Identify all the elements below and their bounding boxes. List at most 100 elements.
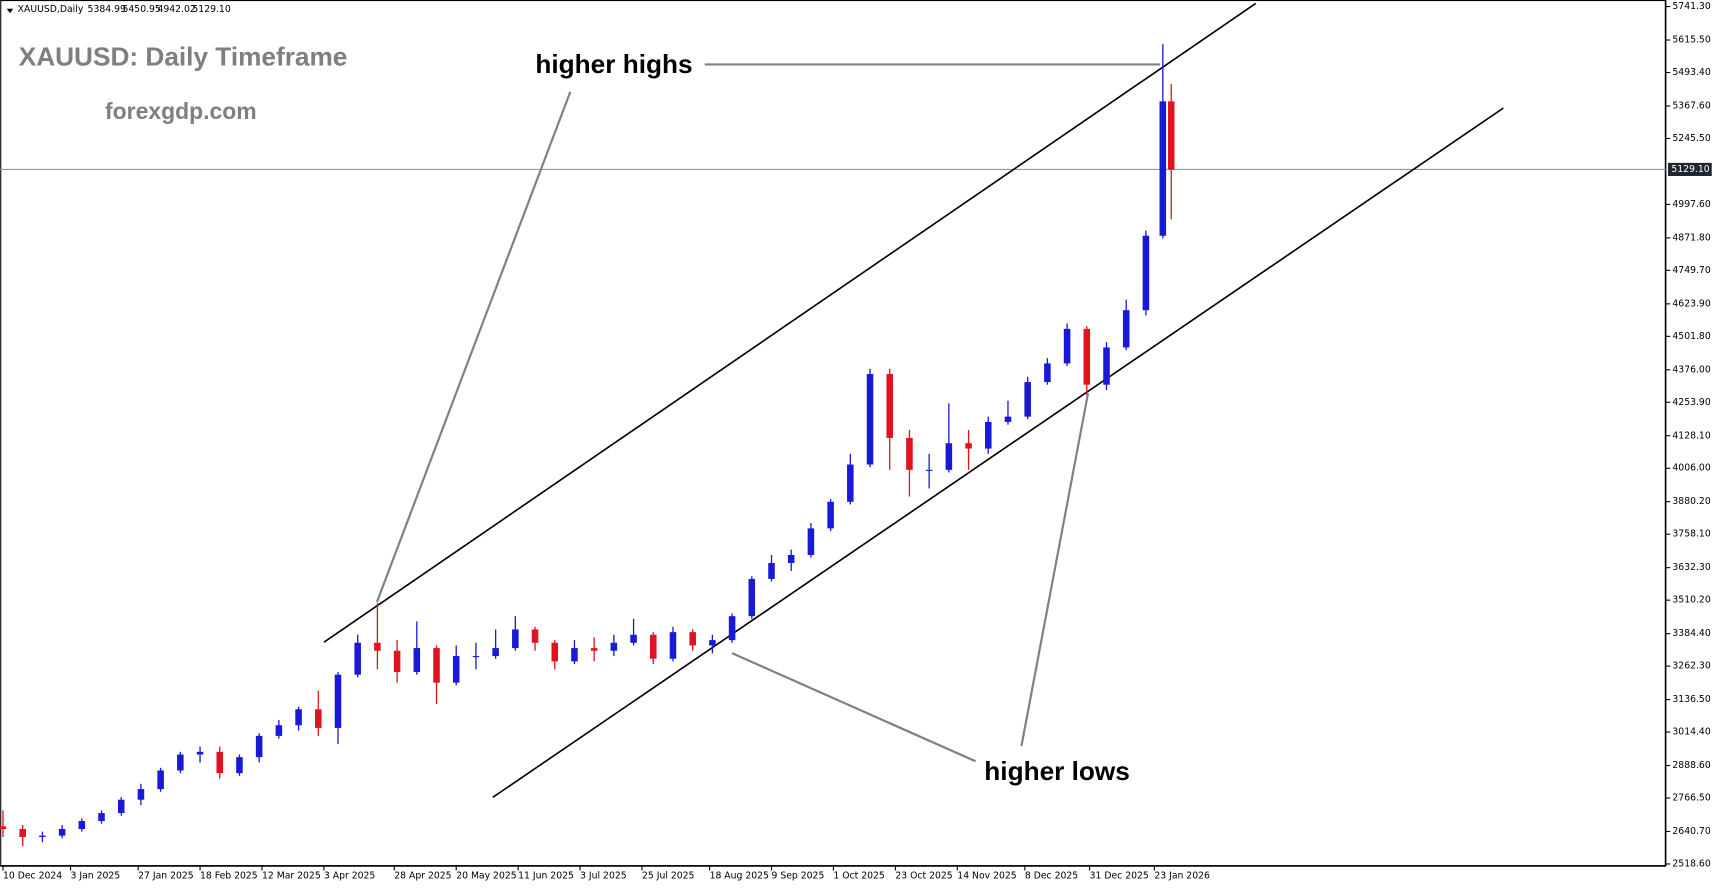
candle-body <box>807 528 815 555</box>
candle-body <box>1142 235 1150 311</box>
y-tick-label: 2888.60 <box>1672 760 1710 771</box>
y-tick-label: 5367.60 <box>1672 100 1710 111</box>
y-tick-label: 4997.60 <box>1672 199 1710 210</box>
y-tick-label: 5493.40 <box>1672 67 1710 78</box>
y-tick-label: 3136.50 <box>1672 694 1710 705</box>
candle-body <box>1024 382 1031 417</box>
candle-body <box>275 725 283 736</box>
x-tick-label: 25 Jul 2025 <box>642 870 695 881</box>
candle-body <box>1122 310 1130 348</box>
candle-body <box>945 443 953 470</box>
ohlc-open: 5384.99 <box>88 4 126 15</box>
y-tick-label: 4623.90 <box>1672 298 1710 309</box>
candle-body <box>925 469 933 471</box>
y-tick-label: 4871.80 <box>1672 232 1710 243</box>
candle-body <box>19 829 26 837</box>
annotation: higher highs <box>535 49 692 79</box>
candle-body <box>512 629 519 649</box>
x-tick-label: 23 Jan 2026 <box>1154 870 1210 881</box>
candle-body <box>236 757 243 774</box>
candle-body <box>1004 416 1012 422</box>
y-tick-label: 3262.30 <box>1672 661 1710 672</box>
candle-body <box>472 656 480 658</box>
candle-body <box>649 634 657 659</box>
x-tick-label: 11 Jun 2025 <box>518 870 574 881</box>
trend-line <box>323 2 1257 643</box>
x-tick-label: 23 Oct 2025 <box>895 870 952 881</box>
trend-line <box>492 107 1504 799</box>
ohlc-close: 5129.10 <box>192 4 230 15</box>
candle-body <box>354 642 361 675</box>
ohlc-low: 4942.02 <box>157 4 195 15</box>
candle-body <box>984 421 992 449</box>
x-tick-label: 28 Apr 2025 <box>394 870 451 881</box>
candle-body <box>58 829 66 836</box>
plot-frame <box>0 0 1666 867</box>
x-tick-label: 31 Dec 2025 <box>1090 870 1149 881</box>
candle-body <box>709 640 716 646</box>
candle-body <box>590 648 598 651</box>
x-tick-label: 10 Dec 2024 <box>3 870 62 881</box>
x-tick-label: 8 Dec 2025 <box>1025 870 1078 881</box>
candle-body <box>374 642 381 651</box>
candle-body <box>315 709 322 728</box>
y-tick-label: 4128.10 <box>1672 430 1710 441</box>
candle-body <box>669 632 677 659</box>
x-tick-label: 18 Feb 2025 <box>200 870 258 881</box>
symbol: XAUUSD,Daily <box>18 4 84 15</box>
annotation: higher lows <box>984 756 1130 786</box>
y-tick-label: 4749.70 <box>1672 265 1710 276</box>
price-label-bg <box>1668 162 1712 176</box>
y-tick-label: 3758.10 <box>1672 529 1710 540</box>
connector <box>375 91 572 603</box>
candle-body <box>196 751 204 755</box>
x-tick-label: 14 Nov 2025 <box>957 870 1016 881</box>
x-tick-label: 3 Jul 2025 <box>580 870 627 881</box>
y-tick-label: 5615.50 <box>1672 35 1710 46</box>
candle-body <box>393 650 401 673</box>
candle-body <box>255 735 263 758</box>
x-tick-label: 3 Jan 2025 <box>71 870 121 881</box>
y-tick-label: 3510.20 <box>1672 595 1710 606</box>
candle-body <box>551 642 559 662</box>
candle-body <box>39 835 46 837</box>
candle-body <box>216 751 224 774</box>
candle-body <box>413 648 421 673</box>
x-tick-label: 12 Mar 2025 <box>262 870 321 881</box>
candle-body <box>847 464 854 502</box>
candle-body <box>433 648 440 683</box>
y-tick-label: 3384.40 <box>1672 628 1710 639</box>
connector <box>731 652 976 763</box>
candle-body <box>768 562 775 579</box>
y-tick-label: 3880.20 <box>1672 496 1710 507</box>
candle-body <box>177 754 184 771</box>
candle-body <box>1167 101 1175 170</box>
candle-body <box>827 501 834 529</box>
y-tick-label: 2518.60 <box>1672 858 1710 869</box>
connector <box>1020 393 1090 747</box>
chart-title: XAUUSD: Daily Timeframe <box>19 42 348 72</box>
candle-body <box>728 616 736 641</box>
y-tick-label: 2640.70 <box>1672 826 1710 837</box>
candle-body <box>295 709 302 726</box>
price-label: 5129.10 <box>1671 164 1709 175</box>
x-tick-label: 27 Jan 2025 <box>138 870 194 881</box>
candle-body <box>1063 328 1071 364</box>
x-tick-label: 1 Oct 2025 <box>833 870 884 881</box>
candle-body <box>571 648 578 662</box>
candle-body <box>787 554 795 563</box>
candle-body <box>452 656 460 683</box>
y-tick-label: 5741.30 <box>1672 1 1710 12</box>
x-tick-label: 20 May 2025 <box>456 870 517 881</box>
candle-body <box>866 374 874 465</box>
candle-body <box>689 632 696 646</box>
candle-body <box>1159 101 1167 236</box>
candle-body <box>117 799 125 814</box>
candle-body <box>78 821 86 830</box>
candle-body <box>630 634 637 643</box>
candle-body <box>157 770 164 790</box>
candle-body <box>610 642 618 651</box>
candle-body <box>0 826 7 830</box>
menu-arrow[interactable] <box>6 8 14 14</box>
ohlc-high: 5450.95 <box>123 4 161 15</box>
